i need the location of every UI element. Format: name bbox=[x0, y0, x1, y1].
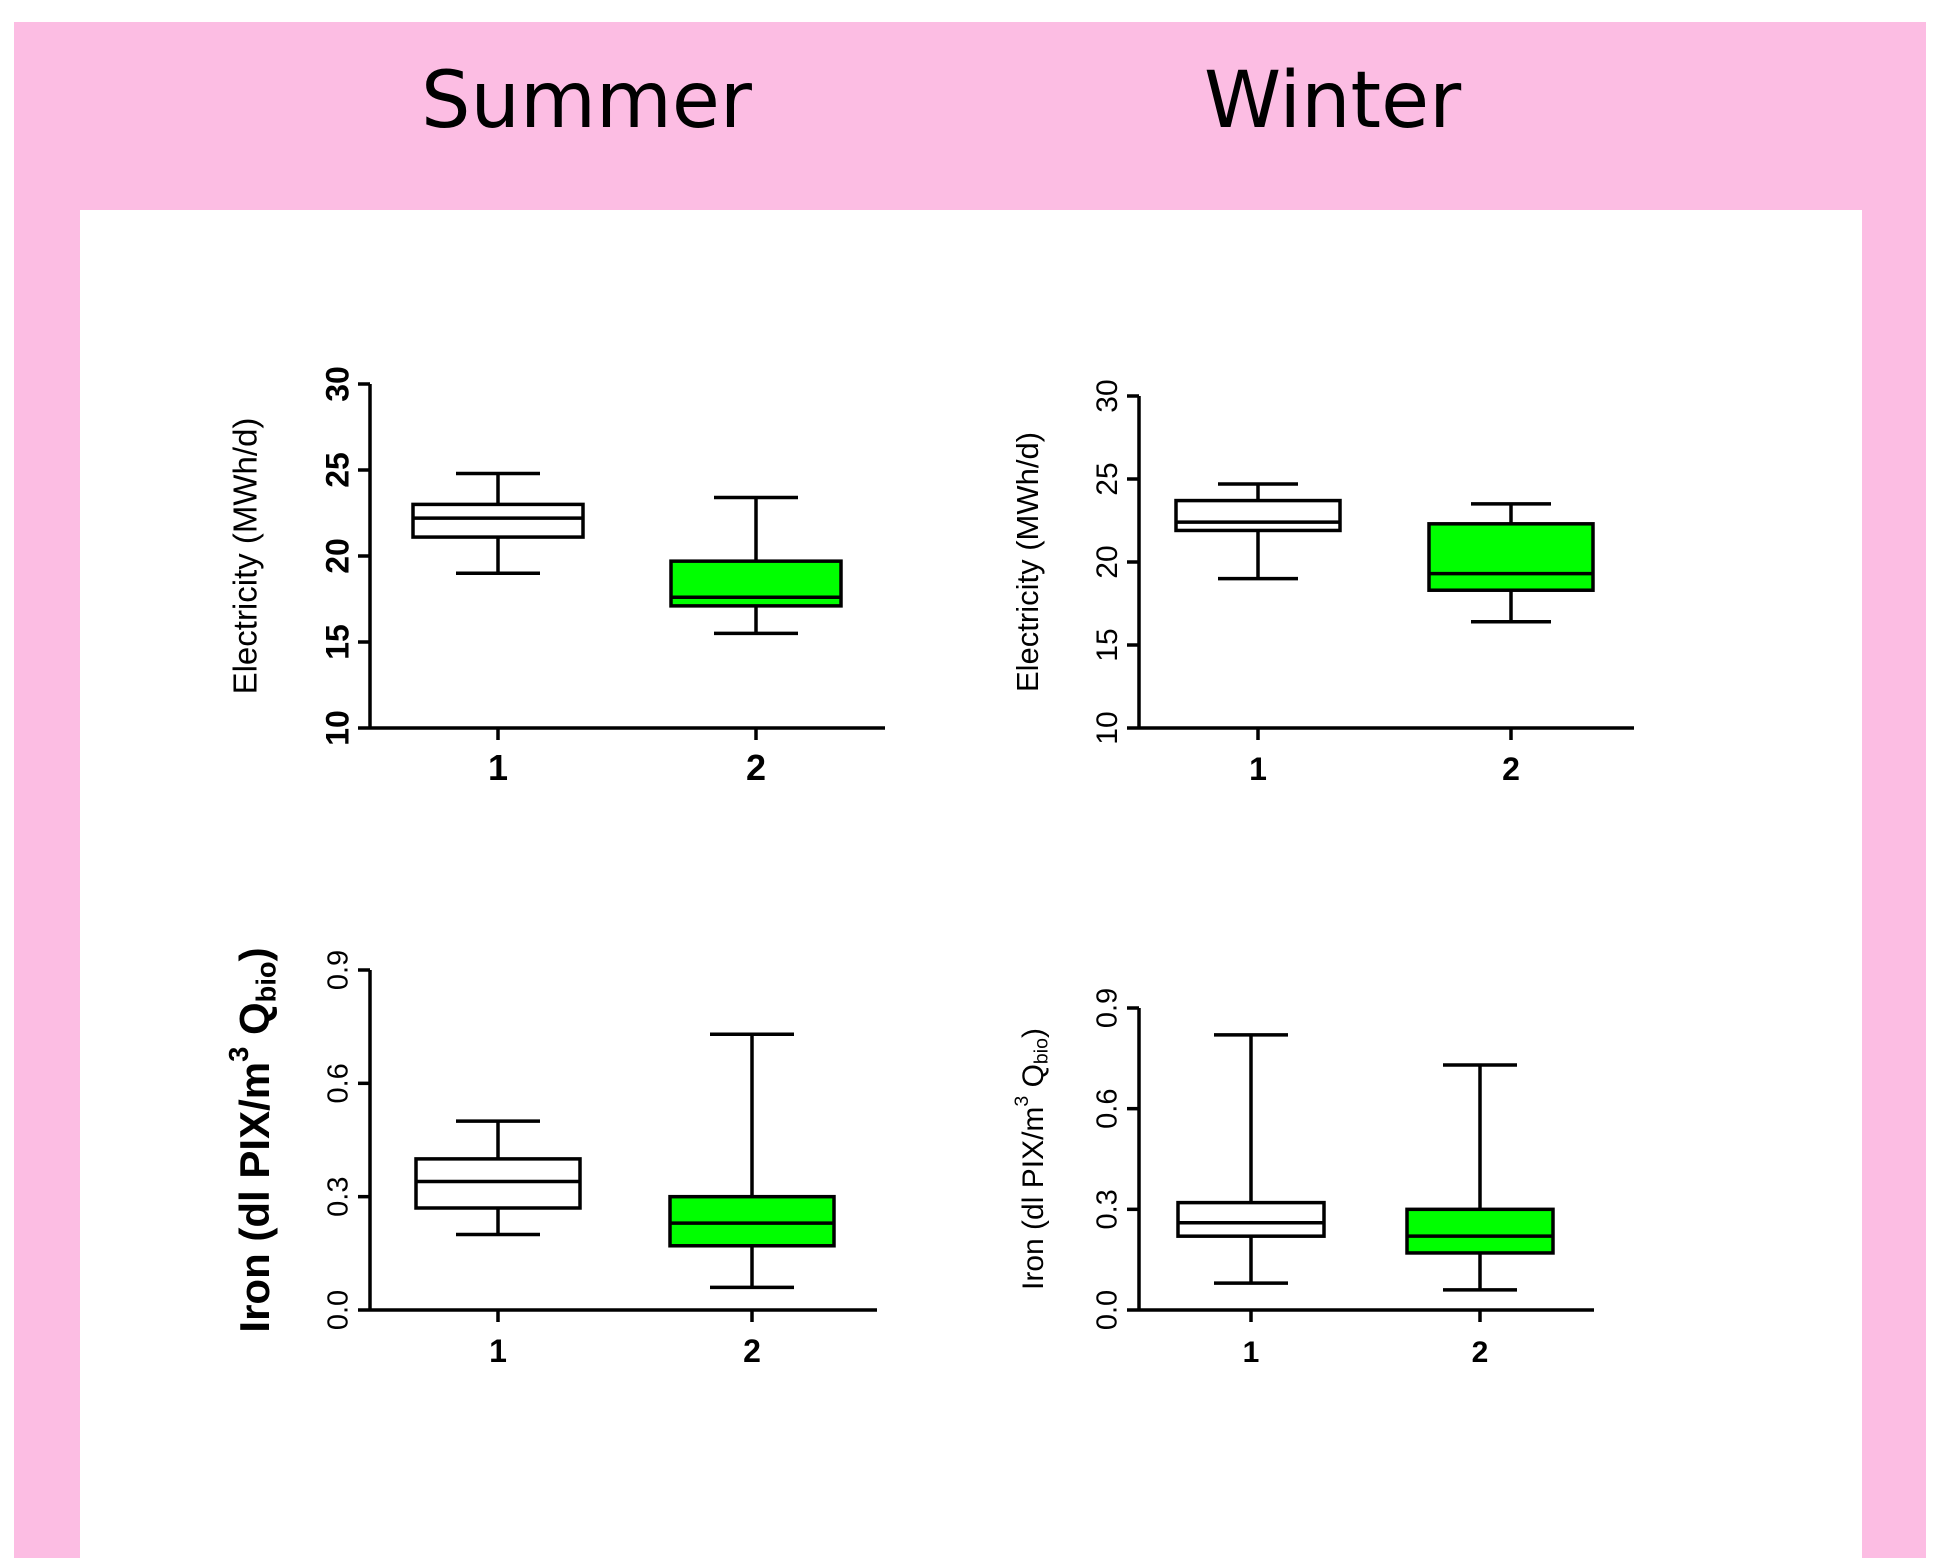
iqr-box bbox=[1174, 498, 1342, 533]
box-2 bbox=[1405, 1063, 1555, 1292]
winter-electricity-plot: 10 15 20 25 30 1 2 Electricity (MWh/d) bbox=[1010, 379, 1634, 787]
y-tick-label: 0.6 bbox=[1092, 1089, 1124, 1129]
y-tick-label: 0.9 bbox=[1092, 988, 1124, 1028]
y-tick-label: 20 bbox=[319, 538, 355, 574]
y-tick-label: 0.6 bbox=[323, 1063, 355, 1103]
y-tick-label: 0.0 bbox=[1092, 1290, 1124, 1330]
box-1 bbox=[1174, 482, 1342, 581]
iqr-box bbox=[1427, 522, 1595, 592]
y-tick-label: 15 bbox=[1091, 628, 1124, 661]
y-axis-label: Electricity (MWh/d) bbox=[1010, 432, 1045, 692]
y-tick-label: 25 bbox=[319, 452, 355, 488]
x-tick-label: 2 bbox=[746, 747, 766, 788]
iqr-box bbox=[414, 1157, 582, 1210]
box-2 bbox=[1427, 502, 1595, 624]
winter-iron-plot: 0.0 0.3 0.6 0.9 1 2 Iron (dl PIX/m3 Qbio) bbox=[1011, 988, 1594, 1369]
y-tick-label: 15 bbox=[319, 624, 355, 660]
y-tick-label: 25 bbox=[1091, 462, 1124, 495]
y-axis-label: Iron (dl PIX/m3 Qbio) bbox=[223, 947, 281, 1332]
x-tick-label: 2 bbox=[1502, 751, 1520, 787]
summer-title: Summer bbox=[421, 56, 752, 146]
y-tick-label: 0.3 bbox=[1092, 1189, 1124, 1229]
y-tick-label: 30 bbox=[1091, 379, 1124, 412]
x-tick-label: 2 bbox=[743, 1333, 761, 1369]
summer-electricity-plot: 10 15 20 25 30 1 2 Electricity (MWh/d) bbox=[227, 366, 885, 788]
iqr-box bbox=[668, 1194, 836, 1248]
y-tick-label: 20 bbox=[1091, 545, 1124, 578]
x-tick-label: 1 bbox=[489, 1333, 507, 1369]
white-panel bbox=[80, 210, 1862, 1564]
x-tick-label: 1 bbox=[488, 747, 508, 788]
box-1 bbox=[411, 471, 585, 575]
y-axis-label: Electricity (MWh/d) bbox=[227, 418, 264, 695]
summer-iron-plot: 0.0 0.3 0.6 0.9 1 2 Iron (dl PIX/m3 Qbio) bbox=[223, 947, 877, 1369]
y-tick-label: 30 bbox=[319, 366, 355, 402]
box-2 bbox=[669, 495, 843, 636]
box-1 bbox=[414, 1119, 582, 1237]
y-tick-label: 10 bbox=[319, 710, 355, 746]
y-tick-label: 0.3 bbox=[323, 1177, 355, 1217]
y-axis-label: Iron (dl PIX/m3 Qbio) bbox=[1011, 1028, 1053, 1290]
iqr-box bbox=[1405, 1207, 1555, 1255]
box-2 bbox=[668, 1032, 836, 1290]
x-tick-label: 2 bbox=[1472, 1336, 1489, 1369]
iqr-box bbox=[669, 559, 843, 608]
x-tick-label: 1 bbox=[1243, 1336, 1260, 1369]
y-tick-label: 0.0 bbox=[323, 1290, 355, 1330]
x-tick-label: 1 bbox=[1249, 751, 1267, 787]
y-tick-label: 0.9 bbox=[323, 950, 355, 990]
y-tick-label: 10 bbox=[1091, 711, 1124, 744]
winter-title: Winter bbox=[1204, 56, 1462, 146]
box-1 bbox=[1176, 1033, 1326, 1285]
iqr-box bbox=[411, 502, 585, 539]
iqr-box bbox=[1176, 1200, 1326, 1238]
